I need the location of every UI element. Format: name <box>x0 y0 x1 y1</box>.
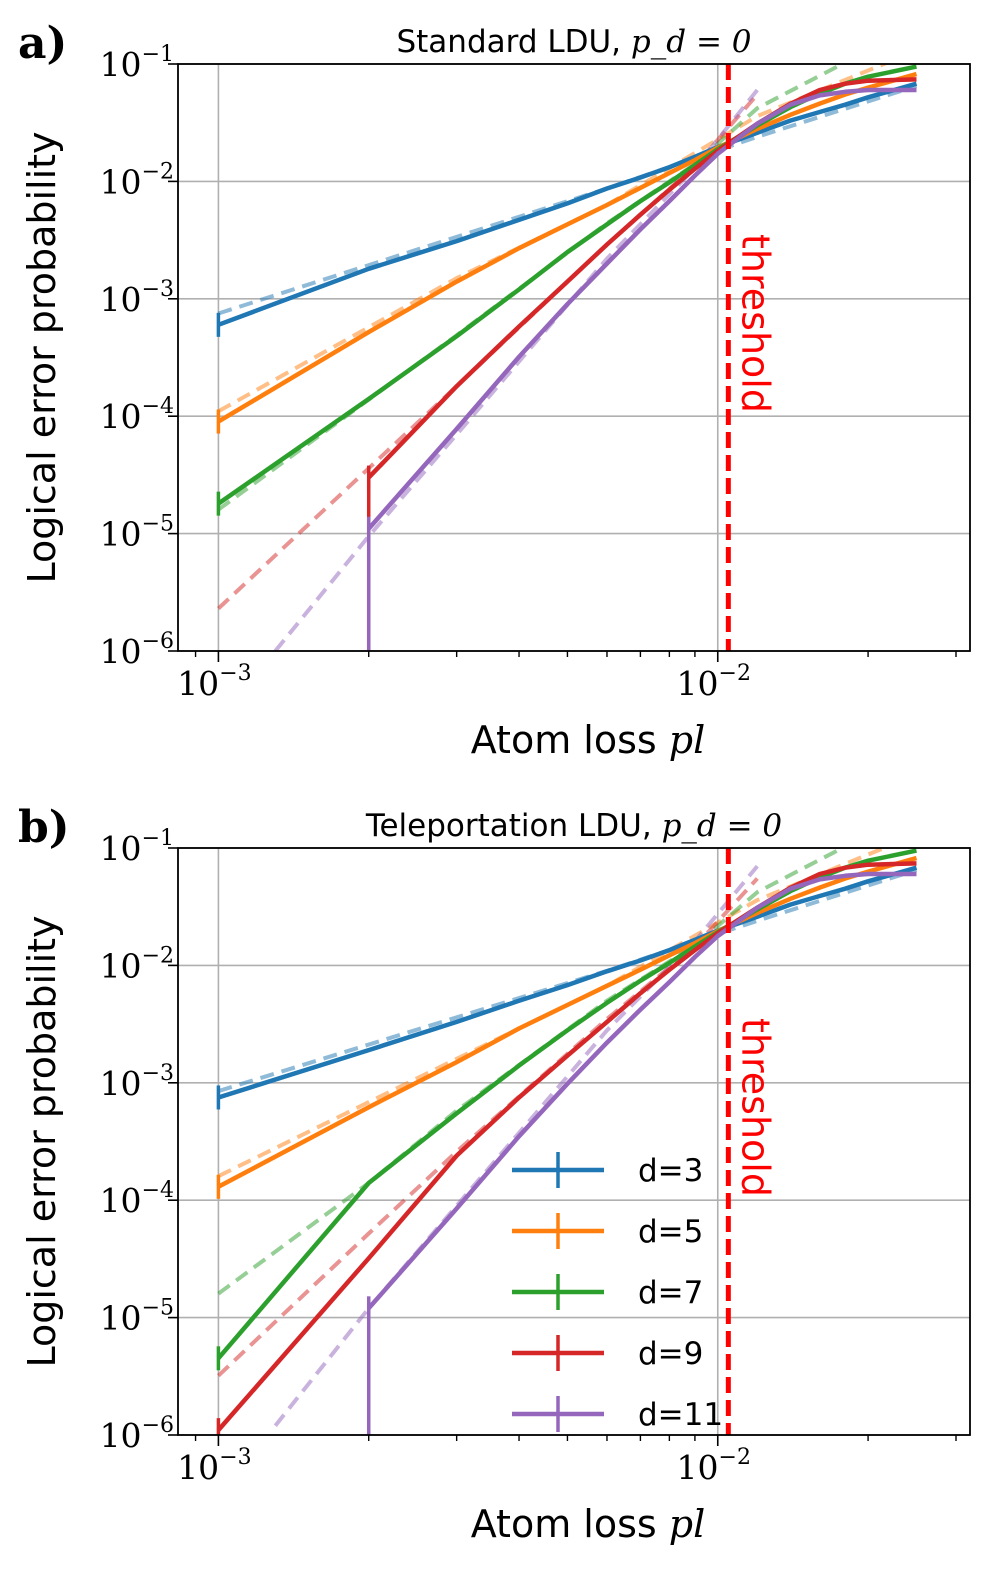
panel-b-ytick-label-0-exp: −1 <box>142 826 174 851</box>
panel-b-xtick-label-0: 10−3 <box>177 1445 251 1487</box>
panel-b-ytick-label-2-exp: −3 <box>142 1061 174 1086</box>
panel-a-ytick-label-5-base: 10 <box>100 632 142 671</box>
panel-b-title: Teleportation LDU, p_d = 0 <box>365 808 782 844</box>
panel-a-ytick-label-3-base: 10 <box>100 397 142 436</box>
panel-b-series-d=7 <box>216 848 917 1360</box>
panel-a-data <box>216 64 918 651</box>
panel-a-panel-letter: a) <box>18 18 67 69</box>
panel-b-xlabel: Atom loss pl <box>471 1502 706 1546</box>
panel-b-xlabel-text: Atom loss <box>471 1502 669 1546</box>
panel-b-ytick-label-3-base: 10 <box>100 1181 142 1220</box>
panel-a-ytick-label-1: 10−2 <box>100 159 174 201</box>
panel-b-xlabel-math: pl <box>669 1502 705 1546</box>
panel-a-series-d=11 <box>367 87 917 531</box>
panel-b-ytick-label-2: 10−3 <box>100 1061 174 1103</box>
panel-b-xtick-label-1: 10−2 <box>677 1445 751 1487</box>
panel-b-data <box>216 848 918 1435</box>
panel-a-ytick-label-4: 10−5 <box>100 512 174 554</box>
panel-a-ytick-label-2-base: 10 <box>100 280 142 319</box>
panel-b-xtick-label-0-exp: −3 <box>219 1445 251 1470</box>
legend-label-d=3: d=3 <box>638 1153 703 1189</box>
panel-a-ytick-label-1-exp: −2 <box>142 159 174 184</box>
panel-a-ytick-label-4-base: 10 <box>100 515 142 554</box>
panel-b-ytick-label-3: 10−4 <box>100 1178 174 1220</box>
panel-b-title-math: p_d = 0 <box>662 808 783 844</box>
panel-a-ytick-label-2: 10−3 <box>100 277 174 319</box>
panel-b-ytick-label-4-exp: −5 <box>142 1296 174 1321</box>
panel-a-series-d=9 <box>367 77 917 480</box>
panel-b-panel-letter: b) <box>18 802 70 853</box>
panel-b-ylabel: Logical error probability <box>20 915 64 1367</box>
panel-b-ytick-label-4-base: 10 <box>100 1299 142 1338</box>
panel-b-series-d=9 <box>216 861 917 1432</box>
panel-b-ytick-label-1-base: 10 <box>100 946 142 985</box>
panel-a-xtick-label-1: 10−2 <box>677 661 751 703</box>
panel-a-xtick-label-0-exp: −3 <box>219 661 251 686</box>
panel-a-ytick-label-3-exp: −4 <box>142 394 174 419</box>
panel-b-ytick-label-0: 10−1 <box>100 826 174 868</box>
panel-a-ytick-label-3: 10−4 <box>100 394 174 436</box>
panel-b-ytick-label-4: 10−5 <box>100 1296 174 1338</box>
panel-a-series-d=5 <box>217 71 918 424</box>
panel-a-ytick-label-0-base: 10 <box>100 45 142 84</box>
panel-b-ytick-label-3-exp: −4 <box>142 1178 174 1203</box>
panel-b-axes-frame <box>177 847 971 1436</box>
panel-b-fit-d=11 <box>273 864 759 1427</box>
panel-b-series-d=3 <box>217 865 918 1100</box>
panel-a-ytick-label-5: 10−6 <box>100 629 174 671</box>
panel-a-xlabel: Atom loss pl <box>471 718 706 762</box>
panel-a-xtick-label-0-base: 10 <box>177 664 219 703</box>
panel-a-fit-d=11 <box>273 88 759 651</box>
panel-b-ytick-label-5-exp: −6 <box>142 1413 174 1438</box>
panel-b-ytick-label-1: 10−2 <box>100 943 174 985</box>
panel-b-legend: d=3 d=5 d=7 d=9 d=11 <box>512 1152 723 1433</box>
panel-b-title-text: Teleportation LDU, <box>365 808 662 844</box>
legend-label-d=7: d=7 <box>638 1275 703 1311</box>
panel-b-ytick-label-5-base: 10 <box>100 1416 142 1455</box>
panel-b-series-d=11 <box>367 871 917 1310</box>
panel-a-title: Standard LDU, p_d = 0 <box>396 24 751 60</box>
panel-b-ytick-label-2-base: 10 <box>100 1064 142 1103</box>
legend-label-d=9: d=9 <box>638 1336 703 1372</box>
panel-a-ytick-label-0: 10−1 <box>100 42 174 84</box>
panel-a-xtick-label-0: 10−3 <box>177 661 251 703</box>
panel-a-threshold-label: threshold <box>733 234 777 413</box>
panel-a-ytick-label-1-base: 10 <box>100 162 142 201</box>
legend-label-d=5: d=5 <box>638 1214 703 1250</box>
panel-b-xtick-label-0-base: 10 <box>177 1448 219 1487</box>
panel-b-series-d=5 <box>217 855 918 1189</box>
panel-a-title-text: Standard LDU, <box>396 24 630 60</box>
panel-b-threshold-label: threshold <box>733 1018 777 1197</box>
panel-a-xtick-label-1-exp: −2 <box>719 661 751 686</box>
panel-a-ytick-label-4-exp: −5 <box>142 512 174 537</box>
panel-a-ylabel: Logical error probability <box>20 131 64 583</box>
panel-b-ytick-label-5: 10−6 <box>100 1413 174 1455</box>
panel-b: 10−3 10−210−110−210−310−410−510−6threshol… <box>18 802 971 1546</box>
panel-b-xtick-label-1-base: 10 <box>677 1448 719 1487</box>
panel-a-ytick-label-2-exp: −3 <box>142 277 174 302</box>
panel-b-ytick-label-1-exp: −2 <box>142 943 174 968</box>
panel-a: 10−3 10−210−110−210−310−410−510−6threshol… <box>18 18 971 762</box>
panel-a-ytick-label-0-exp: −1 <box>142 42 174 67</box>
legend-label-d=11: d=11 <box>638 1397 723 1433</box>
panel-b-ytick-label-0-base: 10 <box>100 829 142 868</box>
panel-a-axes-frame <box>177 63 971 652</box>
panel-a-xtick-label-1-base: 10 <box>677 664 719 703</box>
panel-a-title-math: p_d = 0 <box>631 24 752 60</box>
panel-a-ytick-label-5-exp: −6 <box>142 629 174 654</box>
panel-b-xtick-label-1-exp: −2 <box>719 1445 751 1470</box>
panel-a-series-d=3 <box>217 81 918 327</box>
panel-a-xlabel-text: Atom loss <box>471 718 669 762</box>
panel-a-xlabel-math: pl <box>669 718 705 762</box>
